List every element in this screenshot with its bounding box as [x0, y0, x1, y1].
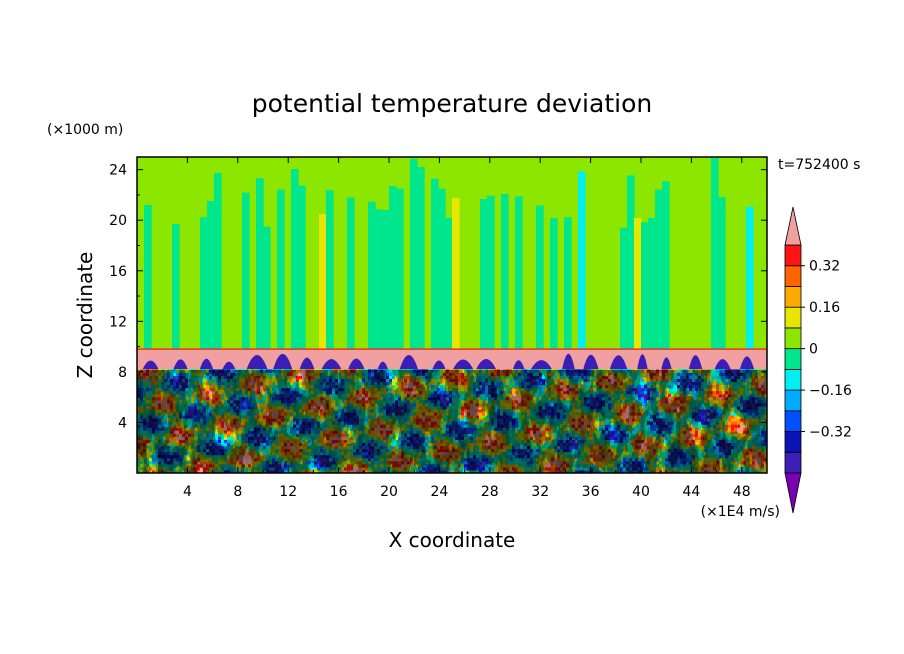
upper-cell [242, 192, 250, 350]
inversion-plume [321, 359, 342, 370]
upper-cell [627, 175, 635, 350]
inversion-plume [142, 360, 159, 370]
chart-title: potential temperature deviation [252, 89, 652, 118]
inversion-plume [637, 354, 648, 370]
inversion-plume [530, 360, 552, 370]
upper-cell [368, 201, 376, 350]
inversion-plume [348, 358, 365, 370]
upper-cell [641, 222, 649, 350]
upper-cell [480, 199, 488, 350]
upper-cell [655, 189, 663, 350]
upper-cell [347, 197, 355, 350]
upper-cell [207, 200, 215, 350]
upper-cell [711, 157, 719, 350]
upper-cell [263, 226, 271, 350]
upper-cell [298, 185, 306, 350]
upper-cell [718, 197, 726, 350]
inversion-plume [714, 359, 731, 370]
upper-cell [410, 158, 418, 350]
upper-cell [417, 167, 425, 350]
upper-cell [620, 227, 628, 350]
upper-cell [648, 218, 656, 350]
inversion-plume [399, 354, 419, 370]
upper-cell [564, 217, 572, 350]
inversion-band [137, 349, 767, 370]
inversion-plume [377, 361, 389, 370]
inversion-plume [609, 355, 628, 370]
upper-cell [256, 178, 264, 350]
upper-cell [515, 196, 523, 350]
inversion-plume [246, 355, 268, 370]
upper-cell [319, 214, 327, 350]
upper-cell [438, 188, 446, 350]
upper-cell [431, 178, 439, 350]
upper-cell [578, 171, 586, 350]
upper-cell [375, 209, 383, 350]
upper-cell [634, 218, 642, 350]
upper-cell [662, 181, 670, 350]
inversion-plume [432, 360, 446, 370]
inversion-plume [688, 355, 703, 370]
upper-layer-field [137, 157, 767, 350]
upper-cell [172, 223, 180, 350]
plot-area [137, 157, 767, 473]
time-label: t=752400 s [778, 157, 860, 173]
upper-cell [445, 217, 453, 350]
inversion-plume [512, 360, 525, 370]
upper-cell [550, 218, 558, 350]
inversion-plume [562, 353, 575, 370]
upper-cell [536, 205, 544, 350]
inversion-plume [173, 359, 188, 370]
inversion-band-field [137, 348, 767, 370]
inversion-plume [273, 353, 293, 370]
inversion-plume [583, 354, 599, 370]
inversion-plume [299, 357, 315, 370]
inversion-plume [222, 361, 236, 370]
inversion-plume [476, 358, 497, 370]
upper-cell [277, 189, 285, 350]
upper-cell [487, 195, 495, 350]
upper-cell [389, 185, 397, 350]
upper-cell [214, 172, 222, 350]
y-axis-unit: (×1000 m) [47, 122, 123, 138]
inversion-plume [661, 357, 672, 370]
upper-cell [452, 197, 460, 350]
upper-cell [326, 190, 334, 350]
upper-cell [501, 194, 509, 350]
upper-cell [291, 169, 299, 350]
upper-cell [382, 210, 390, 350]
inversion-plume [199, 358, 214, 370]
upper-cell [144, 204, 152, 350]
upper-cell [396, 188, 404, 350]
inversion-plume [739, 356, 755, 370]
upper-cell [200, 217, 208, 350]
inversion-plume [452, 359, 474, 370]
upper-cell [746, 206, 754, 350]
